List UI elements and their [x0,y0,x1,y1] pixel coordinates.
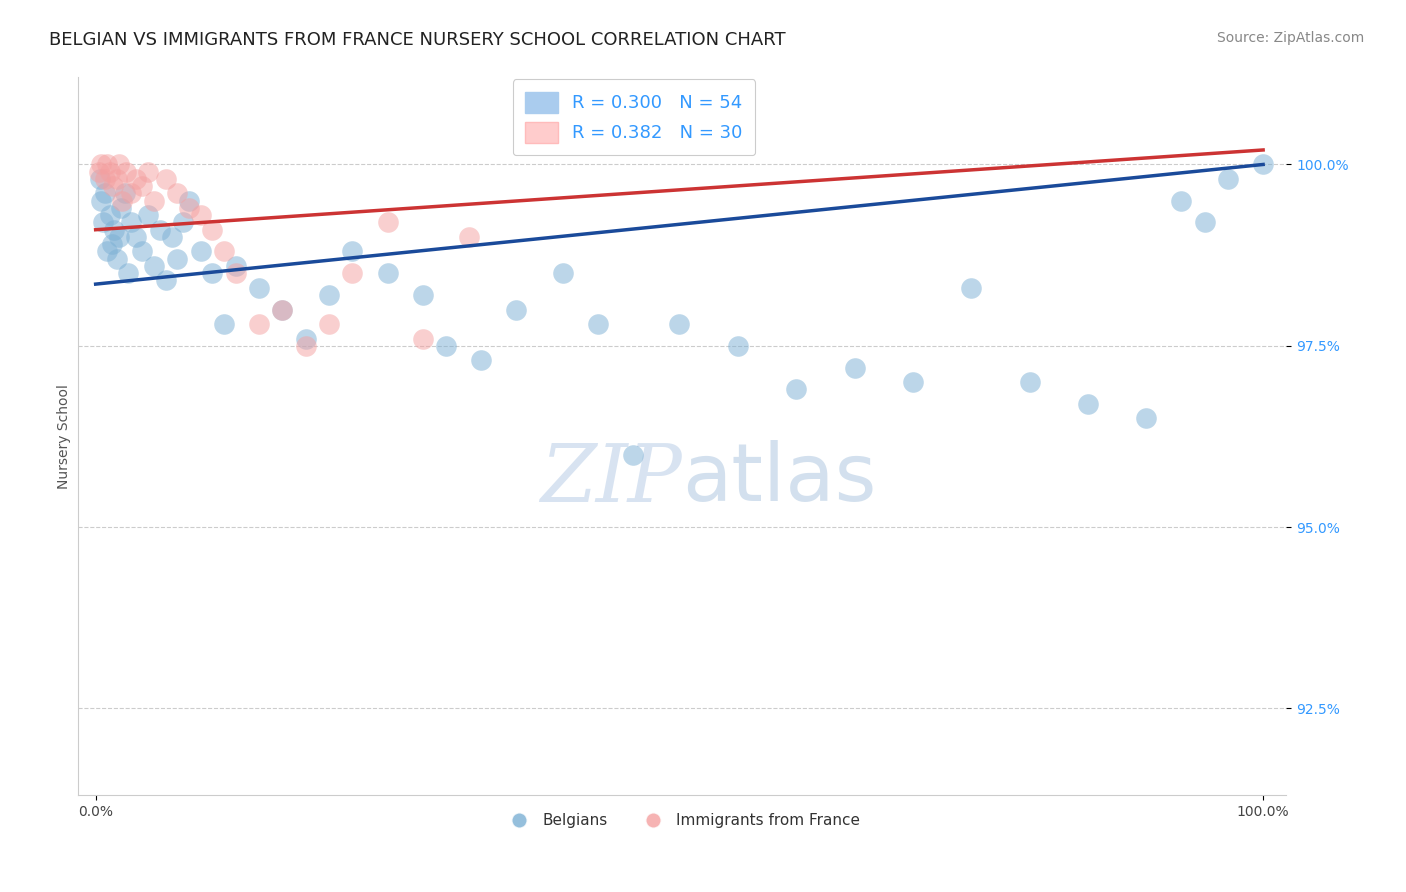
Point [90,194,112,208]
Point [294,332,316,346]
Point [377,215,399,229]
Point [318,317,340,331]
Point [212,317,235,331]
Text: BELGIAN VS IMMIGRANTS FROM FRANCE NURSERY SCHOOL CORRELATION CHART: BELGIAN VS IMMIGRANTS FROM FRANCE NURSER… [49,31,786,49]
Point [101,179,124,194]
Point [94,172,117,186]
Point [96,244,118,259]
Point [505,302,527,317]
Point [131,179,153,194]
Y-axis label: Nursery School: Nursery School [58,384,72,489]
Point [136,208,159,222]
Legend: Belgians, Immigrants from France: Belgians, Immigrants from France [498,807,866,834]
Point [201,266,224,280]
Point [247,317,270,331]
Point [412,288,434,302]
Point [1135,411,1157,425]
Point [172,215,194,229]
Point [551,266,574,280]
Point [190,244,212,259]
Point [89,165,111,179]
Point [166,252,188,266]
Point [96,157,118,171]
Point [844,360,866,375]
Point [110,201,132,215]
Point [98,165,121,179]
Point [166,186,188,201]
Point [318,288,340,302]
Point [190,208,212,222]
Point [621,448,644,462]
Point [1194,215,1216,229]
Point [785,382,807,396]
Point [342,266,364,280]
Point [108,230,131,244]
Point [470,353,492,368]
Point [89,172,111,186]
Point [115,165,138,179]
Point [94,186,117,201]
Point [155,172,177,186]
Point [155,273,177,287]
Point [108,157,131,171]
Point [125,230,148,244]
Point [727,339,749,353]
Point [1216,172,1239,186]
Point [103,223,125,237]
Point [225,266,247,280]
Point [212,244,235,259]
Point [105,252,128,266]
Point [98,208,121,222]
Point [101,237,124,252]
Point [91,215,114,229]
Point [120,215,142,229]
Point [105,172,128,186]
Point [143,194,166,208]
Point [342,244,364,259]
Point [377,266,399,280]
Point [586,317,609,331]
Point [125,172,148,186]
Point [136,165,159,179]
Text: Source: ZipAtlas.com: Source: ZipAtlas.com [1216,31,1364,45]
Point [412,332,434,346]
Point [294,339,316,353]
Point [177,201,200,215]
Point [111,194,134,208]
Point [1251,157,1274,171]
Point [434,339,457,353]
Point [1018,375,1040,389]
Point [201,223,224,237]
Text: ZIP: ZIP [540,441,682,518]
Point [143,259,166,273]
Point [271,302,294,317]
Text: atlas: atlas [682,441,877,518]
Point [458,230,481,244]
Point [114,186,136,201]
Point [117,266,139,280]
Point [131,244,153,259]
Point [1170,194,1192,208]
Point [160,230,183,244]
Point [901,375,924,389]
Point [247,281,270,295]
Point [177,194,200,208]
Point [120,186,142,201]
Point [90,157,112,171]
Point [960,281,983,295]
Point [225,259,247,273]
Point [668,317,690,331]
Point [149,223,172,237]
Point [1077,397,1099,411]
Point [271,302,294,317]
